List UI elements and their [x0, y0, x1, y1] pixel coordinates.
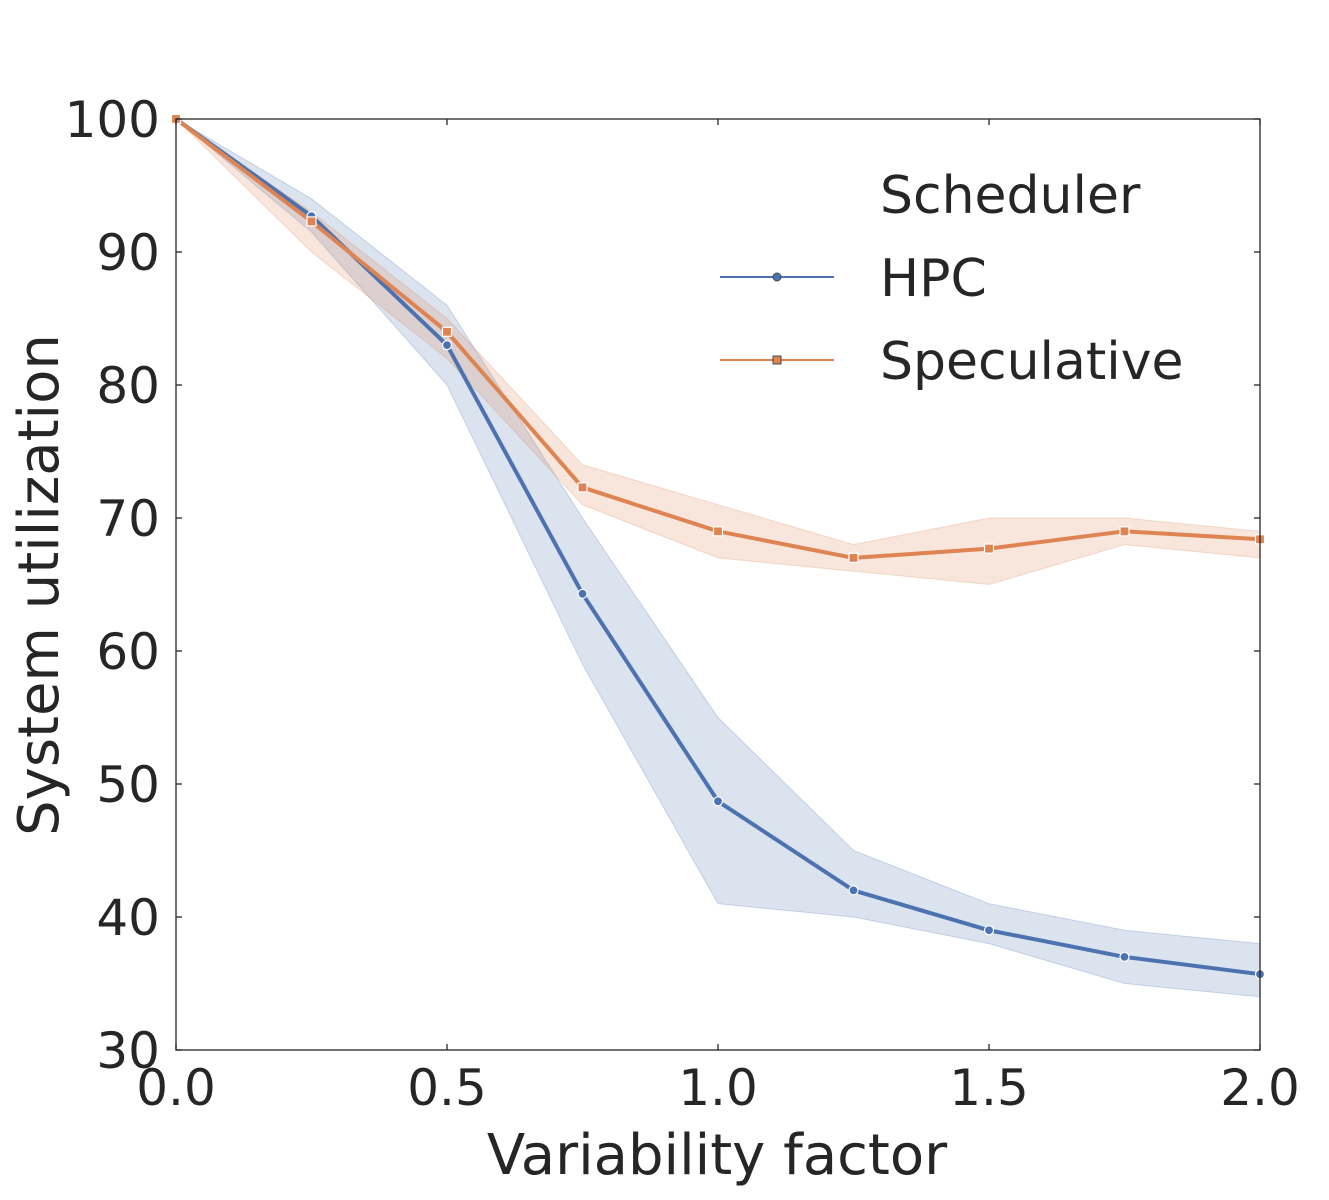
data-point-speculative [712, 526, 724, 537]
data-point-speculative [983, 543, 995, 554]
data-point-speculative [848, 552, 859, 564]
y-tick-label: 30 [96, 1022, 160, 1080]
data-point-hpc [712, 796, 724, 807]
x-tick-labels: 0.0 0.5 1.0 1.5 2.0 [136, 1059, 1300, 1117]
data-point-hpc [441, 340, 453, 351]
data-point-hpc [1119, 951, 1130, 963]
y-tick-labels: 30 40 50 60 70 80 90 100 [65, 91, 160, 1080]
legend-marker-speculative [772, 355, 782, 365]
data-point-hpc [983, 925, 995, 936]
y-tick-label: 50 [96, 756, 160, 814]
data-point-speculative [577, 482, 588, 493]
y-tick-label: 60 [96, 623, 160, 681]
y-tick-label: 70 [96, 490, 160, 548]
x-tick-label: 2.0 [1220, 1059, 1300, 1117]
y-tick-label: 40 [96, 889, 160, 947]
axis-ticks [175, 118, 1261, 1051]
x-tick-label: 0.5 [407, 1059, 487, 1117]
data-point-hpc [577, 588, 588, 599]
legend: Scheduler HPC Speculative [720, 166, 1183, 392]
y-axis-label: System utilization [7, 334, 72, 836]
legend-marker-hpc [772, 272, 782, 282]
y-tick-label: 100 [65, 91, 160, 149]
data-point-speculative [1119, 526, 1130, 537]
x-tick-label: 1.5 [949, 1059, 1029, 1117]
legend-label-hpc: HPC [880, 249, 987, 309]
y-tick-label: 90 [96, 224, 160, 282]
x-axis-label: Variability factor [487, 1123, 948, 1188]
x-tick-label: 0.0 [136, 1059, 216, 1117]
legend-label-speculative: Speculative [880, 332, 1183, 392]
y-tick-label: 80 [96, 357, 160, 415]
data-point-hpc [848, 885, 859, 896]
series-markers [170, 113, 1266, 980]
legend-title: Scheduler [880, 166, 1141, 226]
data-point-speculative [306, 216, 317, 227]
x-tick-label: 1.0 [678, 1059, 758, 1117]
confidence-bands [175, 118, 1261, 998]
data-point-speculative [441, 326, 453, 337]
